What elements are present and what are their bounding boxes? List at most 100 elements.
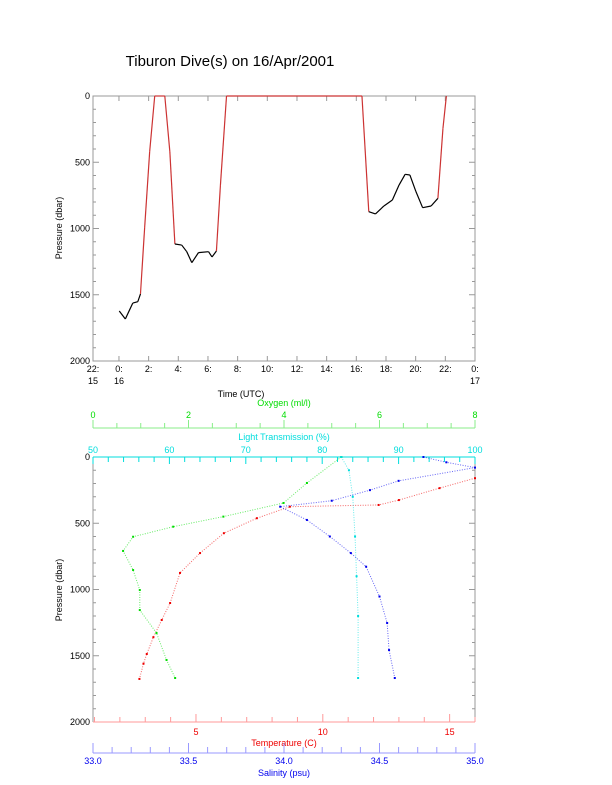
dive-pressure-segment [415, 191, 424, 208]
temperature-point [199, 552, 202, 555]
salinity-point [279, 505, 282, 508]
dive-pressure-segment [118, 310, 126, 320]
dive-pressure-segment [215, 185, 222, 252]
light-transmission-point [340, 456, 343, 458]
pressure-tick-label: 500 [75, 157, 90, 167]
salinity-tick-label: 34.5 [371, 756, 389, 766]
dive-pressure-segment [174, 243, 182, 246]
pressure-tick-label: 2000 [70, 356, 90, 366]
dive-pressure-segment [169, 151, 176, 245]
pressure-tick-label: 0 [85, 452, 90, 462]
time-tick-label: 4: [175, 364, 183, 374]
time-tick-label: 6: [204, 364, 212, 374]
temperature-point [142, 662, 145, 665]
time-tick-label: 10: [261, 364, 274, 374]
dive-pressure-segment [137, 293, 142, 302]
dive-pressure-segment [430, 197, 439, 207]
dive-pressure-segment [437, 128, 444, 199]
dive-pressure-segment [186, 251, 193, 263]
salinity-profile [278, 456, 476, 679]
pressure-axis-label-top: Pressure (dbar) [54, 197, 64, 260]
pressure-tick-label: 500 [75, 518, 90, 528]
dive-pressure-segment [208, 251, 213, 258]
temperature-point [438, 487, 441, 490]
light-transmission-profile [340, 456, 359, 679]
time-tick-label: 0: [471, 364, 479, 374]
temperature-point [377, 503, 380, 506]
light-tick-label: 80 [317, 445, 327, 455]
salinity-point [328, 535, 331, 538]
pressure-tick-label: 2000 [70, 717, 90, 727]
time-tick-label: 18: [380, 364, 393, 374]
salinity-point [393, 677, 396, 680]
oxygen-point [222, 515, 225, 518]
time-tick-label: 17 [470, 376, 480, 386]
temperature-point [474, 477, 476, 480]
oxygen-point [305, 481, 308, 484]
light-tick-label: 50 [88, 445, 98, 455]
temperature-tick-label: 10 [318, 727, 328, 737]
pressure-axis-label-bottom: Pressure (dbar) [54, 559, 64, 622]
dive-pressure-segment [132, 301, 138, 304]
temperature-point [222, 532, 225, 535]
oxygen-point [172, 525, 175, 528]
temperature-tick-label: 15 [445, 727, 455, 737]
salinity-point [445, 461, 448, 464]
salinity-tick-label: 33.5 [180, 756, 198, 766]
time-tick-label: 14: [320, 364, 333, 374]
salinity-tick-label: 33.0 [84, 756, 102, 766]
temperature-profile [138, 477, 476, 680]
time-tick-label: 2: [145, 364, 153, 374]
temperature-point [145, 653, 148, 656]
oxygen-point [155, 631, 158, 634]
temperature-point [397, 499, 400, 502]
temperature-point [179, 571, 182, 574]
salinity-point [386, 622, 389, 625]
dive-pressure-segment [405, 173, 410, 176]
top-plot-frame [92, 95, 476, 362]
dive-pressure-segment [422, 205, 432, 209]
salinity-point [378, 595, 381, 598]
light-tick-label: 90 [394, 445, 404, 455]
salinity-point [388, 649, 391, 652]
oxygen-axis-label: Oxygen (ml/l) [257, 398, 311, 408]
salinity-point [397, 479, 400, 482]
dive-pressure-segment [164, 95, 171, 152]
light-transmission-point [347, 469, 350, 472]
time-tick-label: 22: [439, 364, 452, 374]
pressure-tick-label: 1000 [70, 585, 90, 595]
salinity-point [305, 518, 308, 521]
pressure-tick-label: 1500 [70, 290, 90, 300]
dive-pressure-segment [144, 151, 151, 229]
dive-pressure-segment [139, 227, 146, 294]
temperature-point [169, 602, 172, 605]
salinity-point [349, 552, 352, 555]
light-tick-label: 100 [467, 445, 482, 455]
temperature-point [288, 505, 291, 508]
dive-pressure-segment [198, 251, 209, 254]
light-transmission-point [354, 535, 357, 538]
light-transmission-point [351, 495, 354, 498]
temperature-point [160, 618, 163, 621]
salinity-tick-label: 34.0 [275, 756, 293, 766]
oxygen-tick-label: 4 [281, 410, 286, 420]
oxygen-point [132, 569, 135, 572]
salinity-point [474, 466, 476, 469]
light-axis-label: Light Transmission (%) [238, 432, 330, 442]
dive-pressure-segment [149, 95, 156, 152]
time-tick-label: 22: [87, 364, 100, 374]
oxygen-tick-label: 8 [472, 410, 477, 420]
salinity-point [368, 489, 371, 492]
oxygen-point [282, 501, 285, 504]
oxygen-profile [122, 456, 342, 679]
oxygen-tick-label: 2 [186, 410, 191, 420]
dive-pressure-segment [219, 95, 228, 186]
light-tick-label: 60 [164, 445, 174, 455]
salinity-axis-label: Salinity (psu) [258, 768, 310, 778]
dive-pressure-segment [398, 174, 406, 186]
dive-pressure-segment [361, 95, 370, 212]
time-axis-label: Time (UTC) [218, 389, 265, 399]
light-transmission-point [357, 677, 360, 680]
dive-pressure-segment [375, 205, 385, 215]
light-transmission-point [355, 575, 358, 578]
